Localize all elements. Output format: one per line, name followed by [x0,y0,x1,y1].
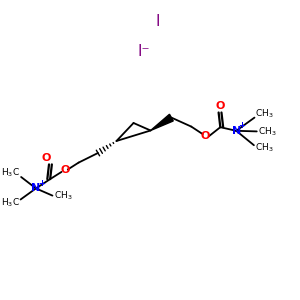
Polygon shape [151,114,173,130]
Text: CH$_3$: CH$_3$ [258,125,276,138]
Text: +: + [238,121,245,130]
Text: O: O [216,101,225,111]
Text: N: N [31,183,40,194]
Text: H$_3$C: H$_3$C [2,167,20,179]
Text: I⁻: I⁻ [137,44,150,59]
Text: +: + [38,178,45,188]
Text: CH$_3$: CH$_3$ [255,107,274,120]
Text: I: I [155,14,160,28]
Text: CH$_3$: CH$_3$ [255,141,273,154]
Text: CH$_3$: CH$_3$ [54,189,73,202]
Text: H$_3$C: H$_3$C [1,196,20,209]
Text: O: O [201,130,210,141]
Text: O: O [41,153,51,164]
Text: N: N [232,126,241,136]
Text: O: O [60,165,70,176]
